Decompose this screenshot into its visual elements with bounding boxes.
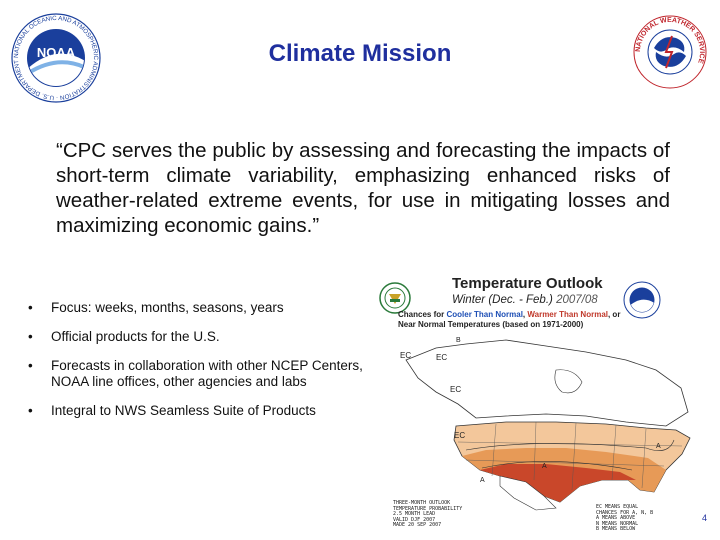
canada-outline <box>405 339 689 427</box>
temperature-outlook-map: EC EC EC EC B A A A <box>396 330 714 512</box>
bullet-item: • Official products for the U.S. <box>28 329 373 345</box>
map-label-ec: EC <box>450 385 461 394</box>
legend-prefix: Chances for <box>398 310 447 319</box>
bullet-text: Forecasts in collaboration with other NC… <box>51 358 363 389</box>
bullet-list: • Focus: weeks, months, seasons, years • O… <box>28 300 373 432</box>
nws-logo: NATIONAL WEATHER SERVICE <box>633 15 707 89</box>
page-number: 4 <box>702 513 708 523</box>
noaa-small-logo <box>623 281 661 319</box>
map-label-a: A <box>480 477 485 484</box>
map-label-ec: EC <box>400 351 411 360</box>
map-label-b: B <box>456 337 461 344</box>
bullet-symbol: • <box>28 329 33 344</box>
bullet-text: Integral to NWS Seamless Suite of Produc… <box>51 403 316 418</box>
map-caption-left: THREE-MONTH OUTLOOK TEMPERATURE PROBABIL… <box>393 500 463 528</box>
contour-lines <box>465 439 675 471</box>
state-lines <box>457 421 683 491</box>
noaa-center-text: NOAA <box>37 45 76 60</box>
bullet-text: Focus: weeks, months, seasons, years <box>51 300 284 315</box>
bullet-symbol: • <box>28 300 33 315</box>
outlook-legend: Chances for Cooler Than Normal, Warmer T… <box>398 310 628 330</box>
mexico-outline <box>499 475 557 511</box>
noaa-logo: NATIONAL OCEANIC AND ATMOSPHERIC ADMINIS… <box>10 12 101 103</box>
doc-seal-logo <box>379 282 411 314</box>
map-label-ec: EC <box>454 431 465 440</box>
bullet-item: • Integral to NWS Seamless Suite of Produ… <box>28 403 373 419</box>
bullet-item: • Forecasts in collaboration with other N… <box>28 358 373 390</box>
outlook-year: 2007/08 <box>556 294 598 306</box>
map-label-a: A <box>656 443 661 450</box>
bullet-symbol: • <box>28 403 33 418</box>
legend-mid: , <box>522 310 528 319</box>
warm-dark-region <box>480 464 636 502</box>
bullet-symbol: • <box>28 358 33 373</box>
bullet-item: • Focus: weeks, months, seasons, years <box>28 300 373 316</box>
map-caption-right: EC MEANS EQUAL CHANCES FOR A, N, B A MEA… <box>596 504 654 532</box>
map-label-ec: EC <box>436 353 447 362</box>
outlook-subtitle: Winter (Dec. - Feb.) 2007/08 <box>452 294 598 306</box>
slide-title: Climate Mission <box>268 40 452 67</box>
legend-warm: Warmer Than Normal <box>527 310 608 319</box>
mission-quote: “CPC serves the public by assessing and … <box>56 139 670 237</box>
legend-cool: Cooler Than Normal <box>446 310 523 319</box>
map-label-a: A <box>542 463 547 470</box>
outlook-season: Winter (Dec. - Feb.) <box>452 294 553 306</box>
hudson-bay <box>554 369 583 394</box>
legend-suffix: , or Near Normal Temperatures (based on … <box>398 310 621 329</box>
outlook-title: Temperature Outlook <box>452 275 603 292</box>
bullet-text: Official products for the U.S. <box>51 329 220 344</box>
